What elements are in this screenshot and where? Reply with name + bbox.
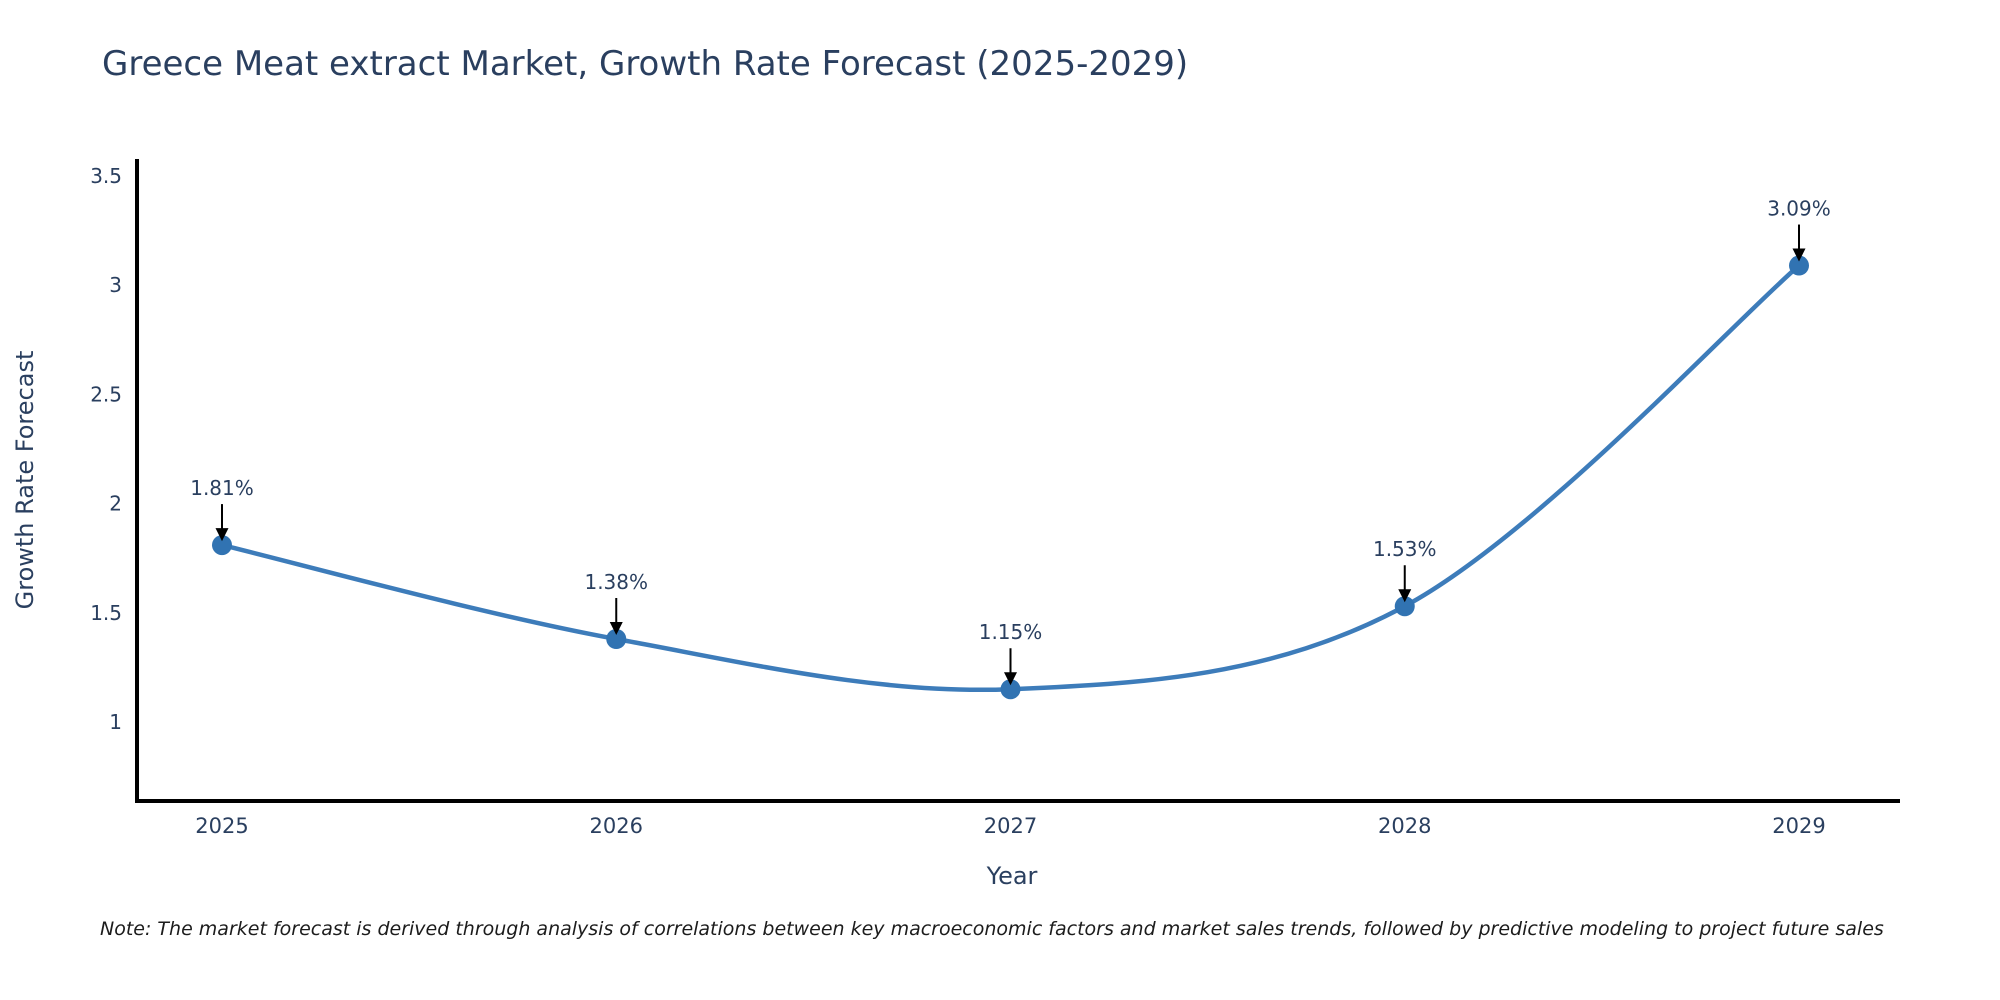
data-point-label: 1.38% bbox=[584, 570, 648, 594]
annotation-arrowhead bbox=[1004, 672, 1017, 686]
footnote: Note: The market forecast is derived thr… bbox=[100, 918, 1884, 940]
data-point-label: 1.53% bbox=[1373, 537, 1437, 561]
data-point-marker bbox=[1789, 255, 1809, 276]
data-point-marker bbox=[606, 629, 627, 650]
data-point-marker bbox=[1394, 596, 1415, 617]
y-tick-label: 1.5 bbox=[90, 601, 122, 625]
y-tick-label: 2.5 bbox=[90, 382, 122, 406]
annotation-arrowhead bbox=[1792, 248, 1806, 262]
annotation-arrowhead bbox=[215, 528, 229, 542]
y-tick-label: 3 bbox=[109, 273, 122, 297]
y-tick-label: 1 bbox=[109, 710, 122, 734]
x-tick-label: 2025 bbox=[195, 814, 248, 838]
y-tick-label: 3.5 bbox=[90, 164, 122, 188]
data-point-label: 1.81% bbox=[190, 476, 254, 500]
chart-title: Greece Meat extract Market, Growth Rate … bbox=[102, 44, 1189, 84]
annotation-arrowhead bbox=[1398, 589, 1412, 603]
data-point-marker bbox=[1000, 679, 1021, 700]
data-point-marker bbox=[212, 535, 232, 556]
data-point-label: 3.09% bbox=[1767, 197, 1831, 221]
x-axis-title: Year bbox=[986, 862, 1038, 890]
annotation-arrowhead bbox=[609, 622, 623, 636]
x-tick-label: 2027 bbox=[984, 814, 1037, 838]
data-point-label: 1.15% bbox=[979, 620, 1043, 644]
x-tick-label: 2029 bbox=[1772, 814, 1825, 838]
x-tick-label: 2028 bbox=[1378, 814, 1431, 838]
y-tick-label: 2 bbox=[109, 492, 122, 516]
x-tick-label: 2026 bbox=[590, 814, 643, 838]
